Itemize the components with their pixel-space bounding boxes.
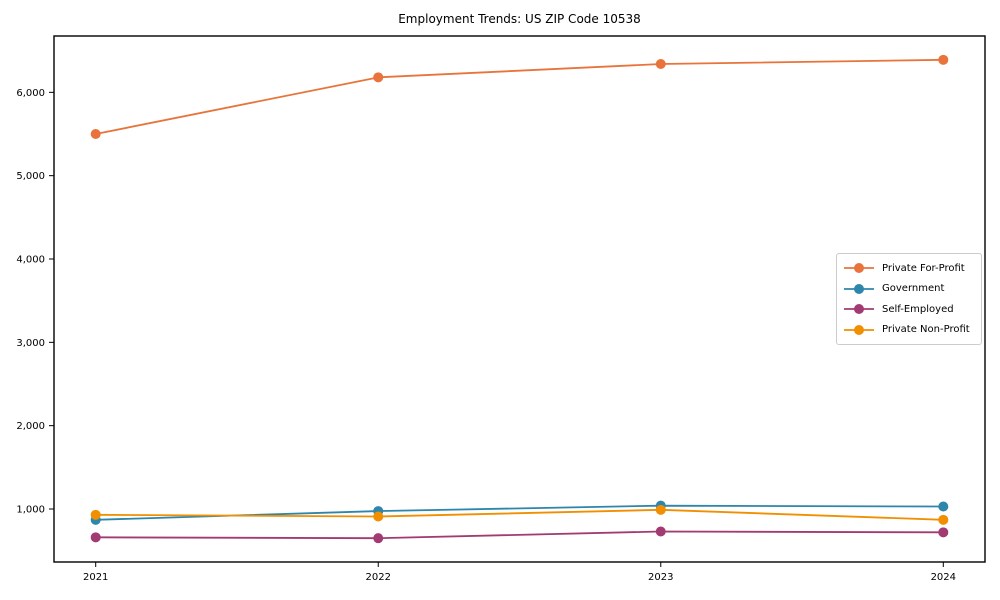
- y-tick-label: 3,000: [16, 338, 45, 349]
- data-point-marker: [938, 54, 949, 65]
- legend-label: Self-Employed: [882, 303, 954, 315]
- data-point-marker: [655, 504, 666, 515]
- legend-label: Private For-Profit: [882, 262, 965, 274]
- x-tick-label: 2021: [83, 572, 108, 583]
- legend-label: Private Non-Profit: [882, 324, 970, 336]
- y-tick-label: 2,000: [16, 421, 45, 432]
- line-marker-icon: [844, 324, 874, 335]
- data-point-marker: [90, 129, 101, 139]
- legend: Private For-Profit Government Self-Emplo…: [836, 253, 982, 345]
- data-point-marker: [373, 72, 384, 83]
- y-tick-label: 1,000: [16, 505, 45, 516]
- y-tick-label: 5,000: [16, 171, 45, 182]
- data-point-marker: [90, 509, 101, 520]
- data-point-marker: [938, 501, 949, 512]
- x-tick-label: 2024: [931, 572, 956, 583]
- data-point-marker: [938, 527, 949, 538]
- series-line: [95, 530, 944, 540]
- data-point-marker: [373, 533, 384, 544]
- x-tick-label: 2022: [366, 572, 391, 583]
- data-point-marker: [90, 532, 101, 543]
- data-point-marker: [655, 526, 666, 537]
- axes-frame: [53, 35, 986, 563]
- chart-title: Employment Trends: US ZIP Code 10538: [398, 12, 641, 26]
- x-tick-label: 2023: [648, 572, 673, 583]
- data-point-marker: [938, 514, 949, 525]
- y-tick-label: 4,000: [16, 255, 45, 266]
- legend-item-self-employed: Self-Employed: [843, 299, 975, 319]
- legend-label: Government: [882, 283, 945, 295]
- legend-item-private-for-profit: Private For-Profit: [843, 258, 975, 278]
- line-marker-icon: [844, 283, 874, 294]
- y-tick-label: 6,000: [16, 88, 45, 99]
- data-point-marker: [373, 511, 384, 522]
- legend-item-government: Government: [843, 279, 975, 299]
- series-line: [95, 508, 944, 521]
- legend-item-private-non-profit: Private Non-Profit: [843, 320, 975, 340]
- line-marker-icon: [844, 263, 874, 274]
- data-point-marker: [655, 59, 666, 69]
- series-line: [95, 58, 944, 135]
- line-marker-icon: [844, 304, 874, 315]
